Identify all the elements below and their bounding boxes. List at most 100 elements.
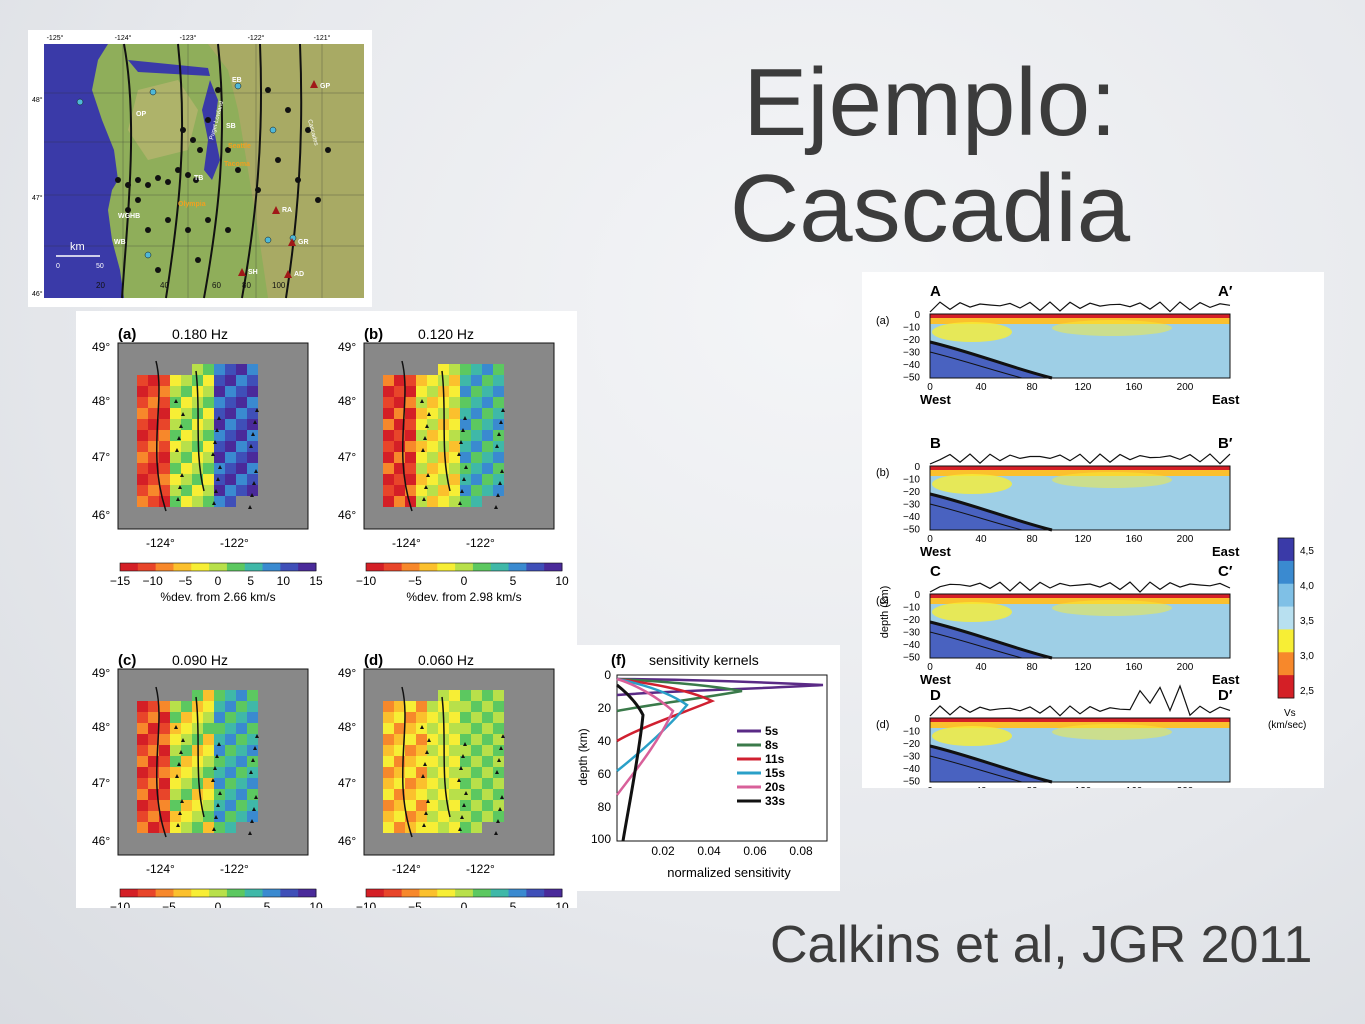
station-marker — [175, 774, 179, 778]
legend-label: 8s — [765, 738, 779, 752]
grid-cell — [427, 745, 438, 756]
colorbar-segment — [155, 889, 174, 897]
grid-cell — [471, 375, 482, 386]
cross-section-panel: (d)DD′0−10−20−30−40−5004080120160200West… — [876, 684, 1240, 811]
colorbar-tick: 10 — [555, 574, 569, 588]
grid-cell — [405, 778, 416, 789]
y-tick: 100 — [591, 832, 611, 846]
grid-cell — [203, 408, 214, 419]
lat-label: 48° — [338, 394, 356, 408]
grid-cell — [471, 441, 482, 452]
grid-cell — [460, 745, 471, 756]
colorbar-segment — [173, 889, 192, 897]
grid-cell — [438, 800, 449, 811]
grid-cell — [203, 496, 214, 507]
grid-cell — [159, 408, 170, 419]
grid-cell — [214, 452, 225, 463]
grid-cell — [225, 408, 236, 419]
colorbar-frame — [365, 888, 563, 898]
grid-cell — [214, 364, 225, 375]
depth-tick: −30 — [903, 752, 920, 763]
station-marker — [464, 465, 468, 469]
grid-cell — [225, 485, 236, 496]
surface-layer — [930, 718, 1230, 722]
grid-cell — [170, 485, 181, 496]
grid-cell — [214, 375, 225, 386]
depth-tick: 0 — [914, 462, 920, 473]
distance-tick: 80 — [1026, 786, 1038, 788]
grid-cell — [471, 386, 482, 397]
grid-cell — [181, 800, 192, 811]
lon-label: -124° — [392, 862, 421, 876]
distance-tick: 160 — [1126, 534, 1143, 545]
colorbar-tick: −10 — [142, 574, 163, 588]
colorbar-segment — [191, 889, 210, 897]
grid-cell — [148, 386, 159, 397]
grid-cell — [493, 463, 504, 474]
grid-cell — [159, 452, 170, 463]
grid-cell — [137, 789, 148, 800]
colorbar-tick: 5 — [510, 900, 517, 908]
colorbar-tick: 2,5 — [1300, 686, 1314, 697]
colorbar-segment — [383, 889, 403, 897]
grid-cell — [405, 822, 416, 833]
lat-label: 48° — [32, 96, 43, 104]
colorbar-tick: 10 — [277, 574, 291, 588]
grid-cell — [449, 463, 460, 474]
grid-cell — [438, 778, 449, 789]
grid-cell — [203, 474, 214, 485]
grid-cell — [236, 756, 247, 767]
grid-cell — [449, 375, 460, 386]
colorbar-tick: −15 — [110, 574, 131, 588]
grid-cell — [214, 408, 225, 419]
grid-cell — [482, 767, 493, 778]
panel-tag: (c) — [876, 595, 889, 607]
grid-cell — [181, 441, 192, 452]
topography-line — [929, 301, 1231, 313]
lat-label: 48° — [92, 394, 110, 408]
grid-cell — [247, 452, 258, 463]
grid-cell — [493, 811, 504, 822]
profile-start-label: B — [930, 435, 941, 452]
legend: 5s 8s 11s 15s 20s 33s — [737, 724, 785, 808]
grid-cell — [225, 745, 236, 756]
station-marker — [421, 774, 425, 778]
volcano-label: RA — [282, 207, 292, 214]
grid-cell — [225, 364, 236, 375]
grid-cell — [214, 496, 225, 507]
station-marker — [180, 799, 184, 803]
grid-cell — [225, 723, 236, 734]
station-marker — [248, 831, 252, 835]
colorbar-segment — [419, 889, 438, 897]
grid-cell — [449, 419, 460, 430]
station-marker — [501, 734, 505, 738]
grid-cell — [405, 397, 416, 408]
distance-tick: 40 — [975, 786, 987, 788]
place-label: EB — [232, 77, 242, 84]
grid-cell — [247, 767, 258, 778]
station-marker — [421, 448, 425, 452]
grid-cell — [471, 778, 482, 789]
profile-end-label: B′ — [1218, 435, 1233, 452]
distance-tick: 160 — [1126, 382, 1143, 393]
grid-cell — [405, 463, 416, 474]
grid-cell — [148, 811, 159, 822]
grid-cell — [203, 778, 214, 789]
slab-moho — [929, 631, 1023, 659]
grid-cell — [247, 778, 258, 789]
depth-tick: 0 — [914, 590, 920, 601]
station-marker — [181, 738, 185, 742]
grid-cell — [427, 474, 438, 485]
depth-tick: −10 — [903, 475, 920, 486]
distance-tick: 0 — [927, 786, 933, 788]
grid-cell — [148, 767, 159, 778]
grid-cell — [159, 701, 170, 712]
grid-cell — [482, 430, 493, 441]
grid-cell — [192, 767, 203, 778]
grid-cell — [148, 408, 159, 419]
grid-cell — [405, 756, 416, 767]
strait-of-juan-de-fuca — [128, 60, 210, 76]
grid-cell — [159, 419, 170, 430]
grid-cell — [181, 789, 192, 800]
grid-cell — [482, 723, 493, 734]
